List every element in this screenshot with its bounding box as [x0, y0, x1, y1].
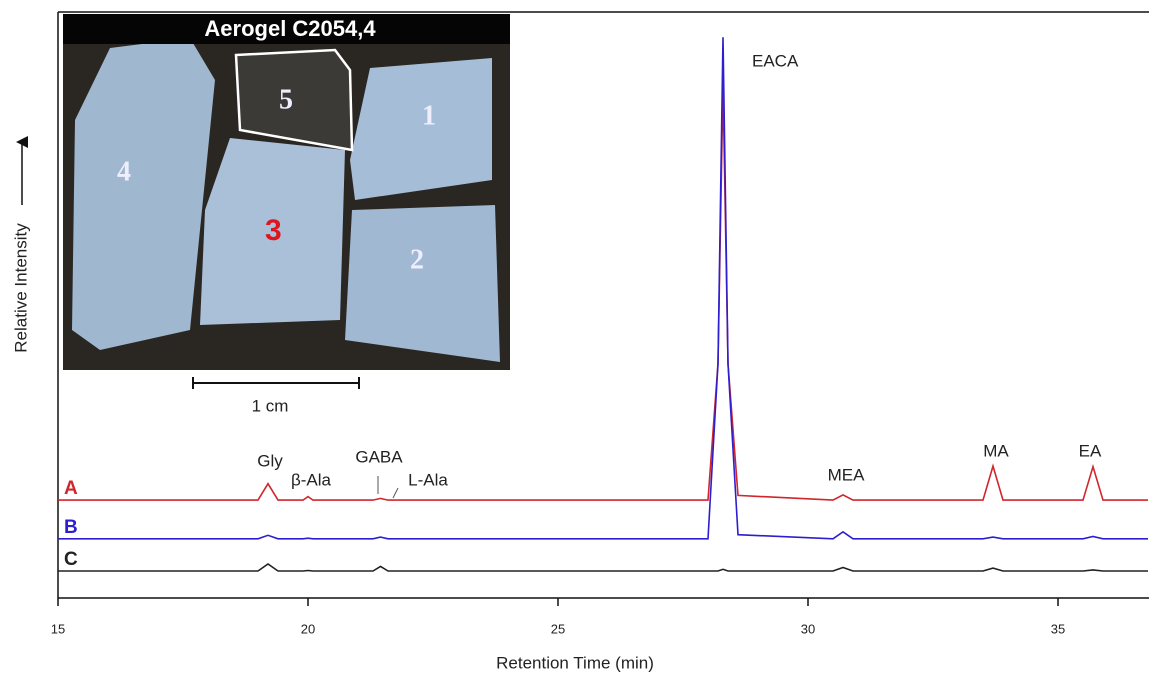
peak-label: L-Ala: [408, 470, 448, 489]
piece-label: 4: [117, 156, 131, 187]
peak-label: GABA: [355, 447, 403, 466]
piece-label: 1: [422, 100, 436, 131]
inset-title: Aerogel C2054,4: [204, 16, 376, 41]
peak-label: MEA: [828, 465, 866, 484]
peak-label: EACA: [752, 51, 799, 70]
series-line: [58, 37, 1148, 540]
x-tick-label: 30: [801, 621, 815, 636]
x-tick-label: 20: [301, 621, 315, 636]
y-axis-label: Relative Intensity: [11, 223, 30, 353]
series-label: B: [64, 517, 78, 538]
piece: [200, 138, 345, 325]
x-tick-label: 35: [1051, 621, 1065, 636]
inset-title-bar: [63, 14, 510, 44]
piece-label: 5: [279, 84, 293, 115]
piece-outline: [234, 48, 354, 152]
inset: Aerogel C2054,4 1 2 3 4 5 1 cm: [63, 14, 510, 415]
peak-label: EA: [1079, 441, 1102, 460]
x-tick-label: 25: [551, 621, 565, 636]
scale-label: 1 cm: [252, 396, 289, 415]
x-axis-label: Retention Time (min): [496, 653, 654, 672]
piece-label: 2: [410, 244, 424, 275]
peak-label: β-Ala: [291, 470, 332, 489]
piece: [345, 205, 500, 362]
series-line: [58, 563, 1148, 572]
leader: [392, 487, 399, 499]
peak-label: MA: [983, 441, 1009, 460]
piece: [350, 58, 492, 200]
x-tick-label: 15: [51, 621, 65, 636]
peak-label: Gly: [257, 451, 283, 470]
piece: [72, 38, 215, 350]
series-label: A: [64, 478, 78, 499]
piece-label: 3: [265, 214, 282, 247]
series-label: C: [64, 549, 78, 570]
